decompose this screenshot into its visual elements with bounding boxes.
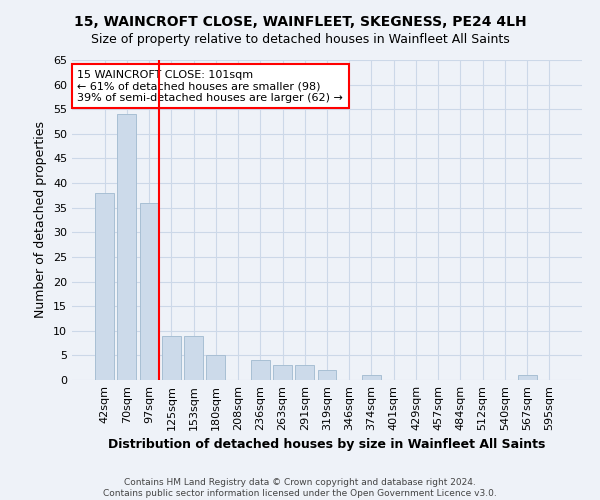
Text: Contains HM Land Registry data © Crown copyright and database right 2024.
Contai: Contains HM Land Registry data © Crown c… — [103, 478, 497, 498]
Bar — [140, 203, 158, 380]
Bar — [251, 360, 270, 380]
Bar — [295, 365, 314, 380]
Bar — [162, 336, 181, 380]
Bar — [273, 365, 292, 380]
Text: 15, WAINCROFT CLOSE, WAINFLEET, SKEGNESS, PE24 4LH: 15, WAINCROFT CLOSE, WAINFLEET, SKEGNESS… — [74, 15, 526, 29]
Bar — [118, 114, 136, 380]
Bar — [206, 356, 225, 380]
X-axis label: Distribution of detached houses by size in Wainfleet All Saints: Distribution of detached houses by size … — [109, 438, 545, 452]
Bar — [317, 370, 337, 380]
Y-axis label: Number of detached properties: Number of detached properties — [34, 122, 47, 318]
Text: 15 WAINCROFT CLOSE: 101sqm
← 61% of detached houses are smaller (98)
39% of semi: 15 WAINCROFT CLOSE: 101sqm ← 61% of deta… — [77, 70, 343, 103]
Bar — [362, 375, 381, 380]
Bar — [518, 375, 536, 380]
Bar — [184, 336, 203, 380]
Text: Size of property relative to detached houses in Wainfleet All Saints: Size of property relative to detached ho… — [91, 32, 509, 46]
Bar — [95, 193, 114, 380]
